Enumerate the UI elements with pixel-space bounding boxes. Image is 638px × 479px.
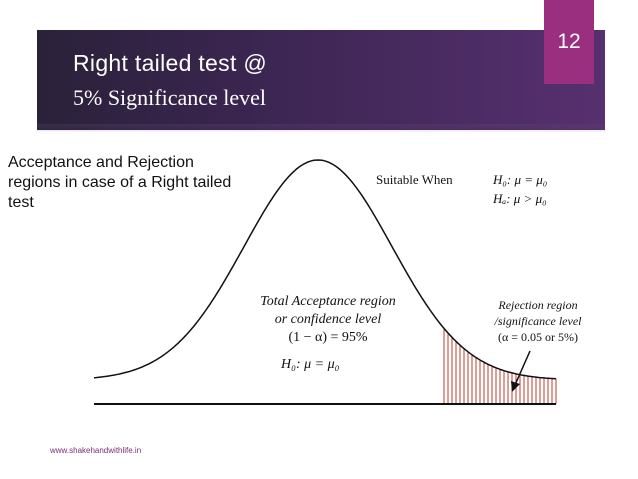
- rejection-line1: Rejection region: [498, 298, 578, 312]
- rejection-line3: (α = 0.05 or 5%): [497, 330, 579, 344]
- acceptance-line2: or confidence level: [274, 312, 382, 327]
- null-hypothesis-bottom: H₀: μ = μ₀: [281, 357, 340, 372]
- slide-title-line1: Right tailed test @: [73, 50, 267, 76]
- null-hypothesis: H₀: μ = μ₀: [493, 172, 548, 187]
- normal-curve: [93, 159, 557, 380]
- arrow-head: [511, 381, 520, 392]
- rejection-region-label: Rejection region /significance level (α …: [468, 297, 608, 345]
- slide-number: 12: [544, 0, 594, 84]
- rejection-line2: /significance level: [494, 314, 582, 328]
- title-banner: [37, 30, 605, 130]
- acceptance-line3: (1 − α) = 95%: [288, 330, 368, 345]
- caption-text: Acceptance and Rejection regions in case…: [8, 154, 232, 211]
- acceptance-region-label: Total Acceptance region or confidence le…: [232, 293, 424, 347]
- footer-url: www.shakehandwithlife.in: [50, 446, 142, 455]
- slide-title-line2: 5% Significance level: [73, 85, 267, 110]
- rejection-region-hatch: [443, 328, 557, 404]
- alternative-hypothesis: Hₐ: μ > μ₀: [493, 191, 547, 206]
- rejection-pointer-arrow: [514, 350, 531, 386]
- title-banner-shadow: [37, 124, 605, 133]
- suitable-when-label: Suitable When: [376, 172, 453, 187]
- acceptance-line1: Total Acceptance region: [260, 294, 396, 309]
